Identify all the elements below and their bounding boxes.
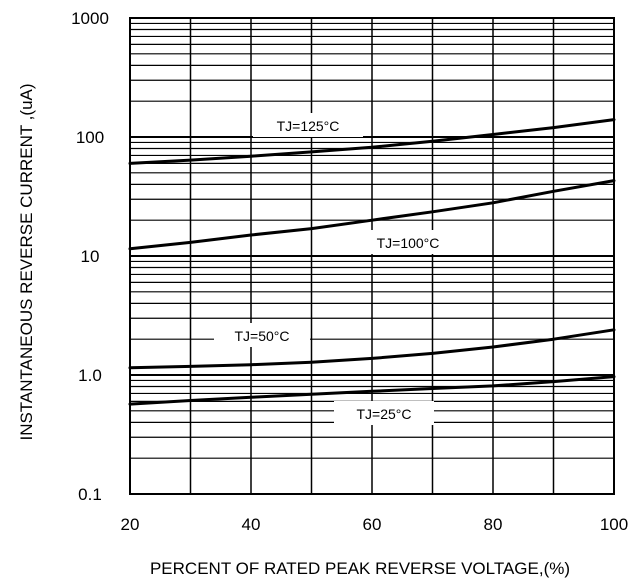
x-tick-labels: 20 40 60 80 100 [121,515,629,534]
y-tick-labels: 0.1 1.0 10 100 1000 [71,9,109,504]
x-tick-label: 20 [121,515,140,534]
series-label: TJ=50°C [234,328,289,344]
plot-frame [129,17,615,495]
x-axis-title: PERCENT OF RATED PEAK REVERSE VOLTAGE,(%… [150,559,570,578]
series-label: TJ=125°C [277,118,340,134]
series-line [128,118,616,165]
series-label-bg [334,401,434,425]
y-axis-title: INSTANTANEOUS REVERSE CURRENT ,(uA) [17,83,36,440]
x-tick-label: 60 [363,515,382,534]
series-line [128,179,616,251]
series-label-bg [253,113,363,137]
series-label-bg [214,323,310,347]
series-label-bg [353,230,463,254]
y-tick-label: 1.0 [78,366,102,385]
x-tick-label: 80 [484,515,503,534]
series-line [128,328,616,370]
series-label: TJ=100°C [377,235,440,251]
curves: TJ=125°C TJ=100°C TJ=50°C TJ=25°C [128,113,616,425]
y-tick-label: 0.1 [78,485,102,504]
series-label: TJ=25°C [356,406,411,422]
y-tick-label: 10 [81,247,100,266]
x-tick-label: 100 [600,515,628,534]
series-line [128,375,616,406]
y-tick-label: 1000 [71,9,109,28]
x-tick-label: 40 [242,515,261,534]
y-tick-label: 100 [76,128,104,147]
